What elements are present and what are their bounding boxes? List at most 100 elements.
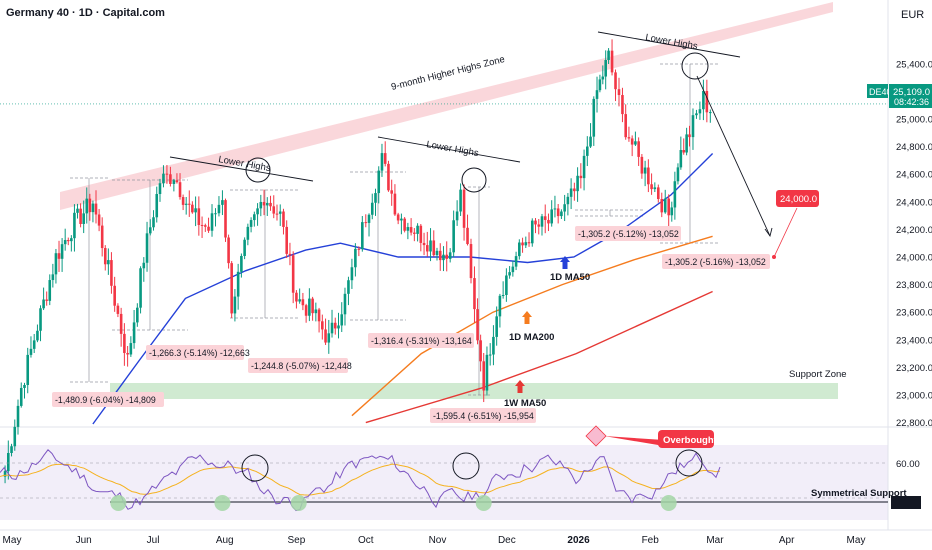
candle-body [357,248,361,250]
candle-body [32,340,36,349]
rsi-support-touch [475,495,492,511]
candle-body [537,224,541,227]
candle-body [142,262,146,269]
candle-body [547,219,550,224]
candle-body [393,193,397,215]
candle-body [97,214,101,226]
time-axis-label: Nov [429,535,447,546]
candle-body [534,220,537,225]
candle-body [488,354,492,356]
ma200-line [351,235,713,417]
candle-body [262,201,266,206]
candle-body [217,204,221,214]
candle-body [275,213,279,215]
candle-body [361,222,364,250]
candle-body [347,280,350,294]
candle-body [422,242,426,246]
measurement-box [662,254,770,269]
candle-body [113,285,116,306]
candle-body [162,173,165,184]
candle-body [364,222,368,224]
candle-body [621,95,624,115]
forecast-arrowhead-icon [764,227,773,238]
time-axis-label: May [3,535,22,546]
ma200-label: 1D MA200 [509,332,554,343]
candle-body [36,330,39,341]
candle-body [227,237,230,264]
candle-body [673,181,677,208]
candle-body [617,89,621,96]
candle-body [304,305,308,316]
rsi-support-touch [110,495,127,511]
target-connector [773,207,798,258]
candle-body [333,322,337,329]
price-tick-label: 23,000.0 [896,391,932,402]
time-axis-label: Apr [779,535,795,546]
candle-body [476,309,479,341]
candle-body [508,272,511,276]
candle-body [374,193,377,203]
candle-body [51,274,55,281]
candle-body [688,134,691,138]
candle-body [76,208,79,213]
last-price-tag: 25,109.0 [893,87,930,98]
wma50-line [365,290,713,424]
candle-body [116,305,120,314]
candle-body [94,203,98,215]
candle-body [123,333,126,353]
candle-body [556,208,560,217]
candle-body [501,294,505,296]
candle-body [527,242,531,244]
rsi-highlight-circle [675,449,703,477]
highlight-circle [245,157,271,183]
candle-body [10,446,13,453]
candle-body [236,271,240,297]
candle-body [482,361,486,391]
rsi-40-tag-bg [891,496,921,509]
candle-body [530,220,534,244]
rsi-line [0,449,721,512]
candle-body [660,198,664,213]
measurement-box [575,226,681,241]
candle-body [3,471,7,477]
candle-body [473,278,476,310]
candle-body [57,253,61,259]
highlight-circle [681,52,709,80]
measurement-box [248,358,348,373]
price-tick-label: 24,800.0 [896,142,932,153]
time-axis-label: Jun [76,535,92,546]
candle-body [462,189,466,228]
candle-body [324,329,327,343]
candle-body [243,239,246,256]
time-axis-label: Oct [358,535,374,546]
candle-body [387,163,390,191]
candle-body [191,204,194,213]
candle-body [419,225,423,243]
candle-body [73,212,76,239]
candle-body [521,242,524,246]
candle-body [698,109,702,114]
candle-body [136,307,139,323]
symbol-tag: DE40 [869,87,892,97]
candle-body [543,216,547,220]
candle-body [16,405,20,427]
ma200-arrow-icon [522,311,532,324]
lower-highs-trendline [169,156,314,182]
candle-body [152,217,155,228]
candle-body [579,175,583,179]
candle-body [435,250,439,256]
candle-body [282,211,285,227]
price-tick-label: 23,400.0 [896,335,932,346]
candle-body [403,218,406,231]
target-tag-bg [776,190,819,207]
wma50-label: 1W MA50 [504,398,546,409]
candle-body [184,203,188,205]
target-tag: 24,000.0 [780,194,817,205]
candle-body [337,325,340,329]
candle-body [256,208,259,215]
price-axis-currency[interactable]: EUR [901,9,924,21]
candle-body [582,155,586,179]
price-tick-label: 22,800.0 [896,418,932,429]
candle-body [48,280,52,301]
